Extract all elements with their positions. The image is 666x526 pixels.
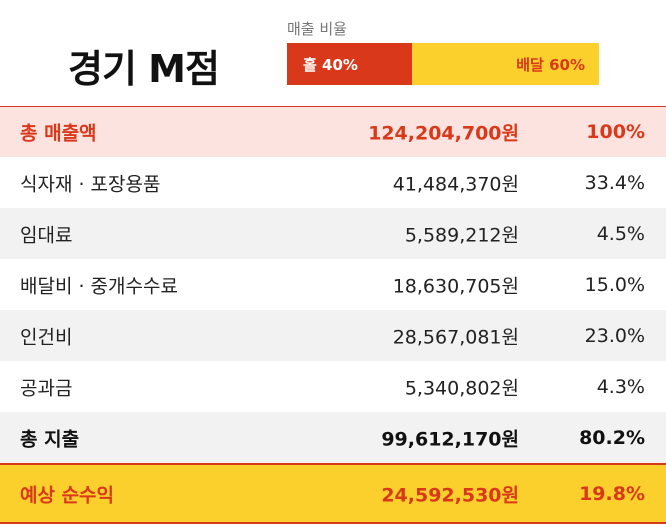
segment-label: 홀 40% (303, 55, 358, 74)
ratio-segment: 홀 40% (287, 43, 412, 85)
cell: 총 지출 (20, 428, 80, 450)
table-row: 임대료 5,589,212원 4.5% (0, 208, 666, 259)
cell: 80.2% (579, 426, 645, 449)
cell: 124,204,700원 (368, 122, 519, 145)
cell: 19.8% (579, 482, 645, 505)
table-row: 예상 순수익 24,592,530원 19.8% (0, 463, 666, 524)
cell: 5,589,212원 (404, 224, 519, 246)
cell: 배달비 · 중개수수료 (20, 275, 178, 297)
table: 총 매출액 124,204,700원 100% 식자재 · 포장용품 41,484,37… (0, 106, 666, 524)
cell: 예상 순수익 (20, 484, 115, 506)
cell: 인건비 (20, 326, 73, 348)
cell: 4.3% (596, 375, 645, 398)
cell: 식자재 · 포장용품 (20, 173, 161, 195)
cell: 공과금 (20, 377, 73, 399)
table-row: 공과금 5,340,802원 4.3% (0, 361, 666, 412)
table-row: 식자재 · 포장용품 41,484,370원 33.4% (0, 157, 666, 208)
cell: 100% (586, 121, 645, 143)
cell: 15.0% (584, 273, 645, 296)
cell: 41,484,370원 (392, 173, 519, 195)
cell: 23.0% (584, 324, 645, 347)
cell: 33.4% (584, 171, 645, 194)
ratio-label: 매출 비율 (287, 20, 347, 38)
cell: 28,567,081원 (392, 326, 519, 348)
table-row: 총 지출 99,612,170원 80.2% (0, 412, 666, 463)
cell: 4.5% (596, 222, 645, 245)
cell: 임대료 (20, 224, 73, 246)
table-row: 인건비 28,567,081원 23.0% (0, 310, 666, 361)
cell: 99,612,170원 (381, 428, 519, 450)
cell: 18,630,705원 (392, 275, 519, 297)
cell: 24,592,530원 (381, 484, 519, 506)
table-row: 총 매출액 124,204,700원 100% (0, 106, 666, 157)
cell: 5,340,802원 (404, 377, 519, 399)
cell: 총 매출액 (20, 122, 97, 145)
segment-label: 배달 60% (516, 55, 585, 74)
ratio-bar: 홀 40% 배달 60% (287, 43, 599, 85)
table-row: 배달비 · 중개수수료 18,630,705원 15.0% (0, 259, 666, 310)
ratio-segment: 배달 60% (411, 43, 599, 85)
store-title: 경기 M점 (68, 47, 220, 91)
